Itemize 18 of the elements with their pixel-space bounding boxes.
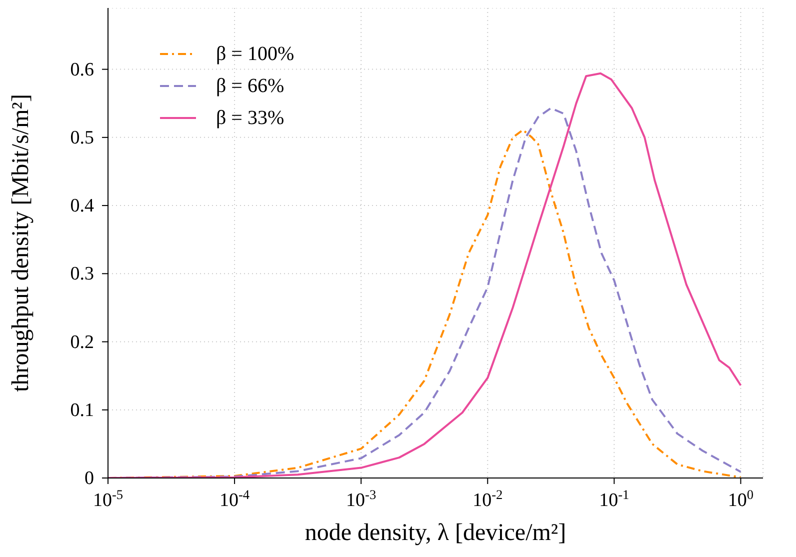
x-tick-label: 10$^{0}$ (728, 486, 754, 511)
legend-label: β = 66% (216, 74, 284, 99)
y-tick-label: 0.4 (70, 196, 94, 217)
y-tick-label: 0.1 (70, 400, 94, 421)
x-tick-label: 10$^{-3}$ (346, 486, 376, 511)
x-tick-label: 10$^{-4}$ (220, 486, 250, 511)
y-tick-label: 0.5 (70, 127, 94, 148)
x-tick-label: 10$^{-5}$ (92, 486, 124, 511)
legend-label: β = 100% (216, 42, 294, 67)
y-tick-label: 0 (84, 468, 94, 489)
x-axis-title: node density, λ [device/m²] (304, 520, 566, 546)
legend-label: β = 33% (216, 106, 284, 131)
y-tick-label: 0.2 (70, 332, 94, 353)
x-tick-label: 10$^{-2}$ (472, 486, 503, 511)
y-tick-label: 0.6 (70, 59, 94, 80)
x-tick-label: 10$^{-1}$ (599, 486, 630, 511)
y-axis-title: throughput density [Mbit/s/m²] (8, 94, 34, 392)
y-tick-label: 0.3 (70, 264, 94, 285)
